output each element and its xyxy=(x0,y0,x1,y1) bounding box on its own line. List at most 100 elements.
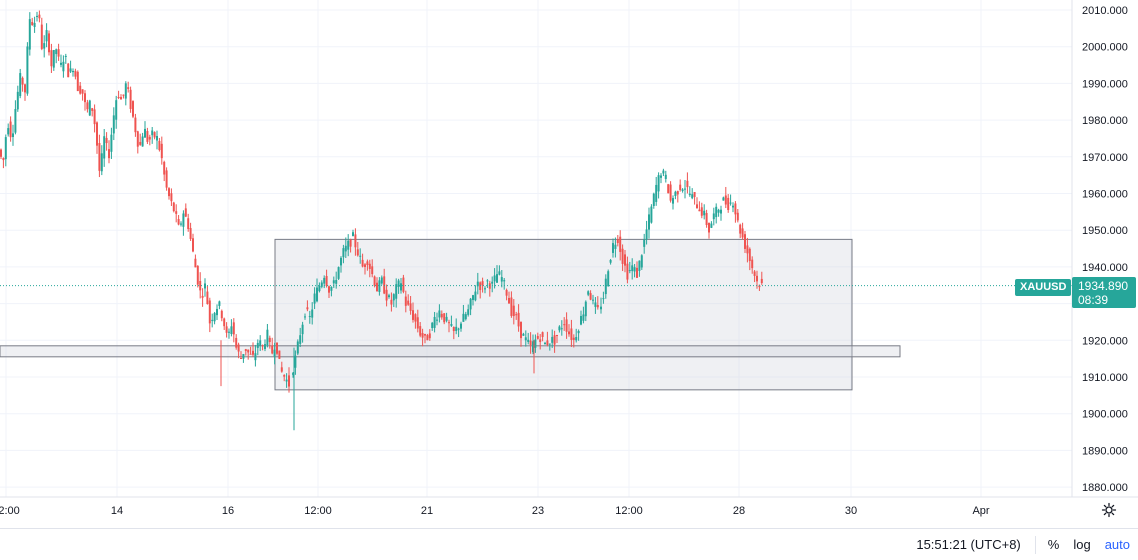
candle-body xyxy=(445,316,448,321)
candle-body xyxy=(626,263,629,280)
candle-body xyxy=(667,184,670,194)
candle-body xyxy=(168,188,170,197)
candle-body xyxy=(180,223,182,225)
candle-body xyxy=(165,170,168,188)
candle-body xyxy=(650,206,653,223)
candle-body xyxy=(144,128,146,138)
candle-body xyxy=(84,93,86,103)
candle-body xyxy=(249,353,252,355)
candle-body xyxy=(223,318,226,327)
candle-body xyxy=(758,285,761,288)
settings-button[interactable] xyxy=(1094,497,1124,523)
candle-body xyxy=(228,331,230,333)
support-band[interactable] xyxy=(0,345,901,358)
candle-body xyxy=(294,355,297,368)
candle-body xyxy=(134,117,137,133)
candle-body xyxy=(7,128,10,135)
candle-body xyxy=(607,271,610,287)
candle-body xyxy=(244,349,247,351)
drawn-zones[interactable] xyxy=(0,238,901,391)
candle-body xyxy=(148,136,151,140)
candle-body xyxy=(160,143,163,159)
x-tick-label: 16 xyxy=(222,505,234,517)
candle-body xyxy=(201,295,204,298)
candle-body xyxy=(541,332,544,337)
candle-body xyxy=(621,248,624,264)
candle-body xyxy=(280,367,283,372)
chart-grid xyxy=(0,0,1072,497)
candle-body xyxy=(512,305,515,317)
candle-body xyxy=(438,310,441,318)
candle-body xyxy=(33,22,36,27)
candle-body xyxy=(67,63,70,78)
candle-body xyxy=(715,206,718,218)
price-chart[interactable]: 2010.000 2000.000 1990.000 1980.000 1970.000… xyxy=(0,0,1138,528)
candle-body xyxy=(285,379,288,382)
candle-body xyxy=(373,276,376,286)
candle-body xyxy=(722,197,725,201)
range-rectangle[interactable] xyxy=(274,238,853,391)
candle-body xyxy=(48,33,50,53)
candle-body xyxy=(472,295,474,300)
candle-body xyxy=(86,102,89,110)
candle-body xyxy=(14,109,17,133)
candle-body xyxy=(556,335,558,337)
log-toggle[interactable]: log xyxy=(1073,537,1091,552)
candle-body xyxy=(544,342,546,345)
x-axis[interactable]: 12:00 14 16 12:00 21 23 12:00 28 30 Apr xyxy=(0,496,1138,517)
y-tick-label: 1910.000 xyxy=(1082,372,1128,384)
candle-body xyxy=(112,115,115,134)
candle-body xyxy=(388,295,390,298)
candle-body xyxy=(256,342,259,348)
candle-body xyxy=(560,328,563,330)
candle-body xyxy=(108,149,110,159)
candle-body xyxy=(515,314,518,316)
candle-body xyxy=(703,210,706,216)
candle-body xyxy=(631,265,634,272)
candle-body xyxy=(292,373,294,375)
candle-body xyxy=(0,149,2,157)
candle-body xyxy=(230,326,233,335)
candle-body xyxy=(563,324,566,326)
candle-body xyxy=(352,232,354,236)
candle-body xyxy=(587,291,590,295)
candle-body xyxy=(52,50,55,68)
candle-body xyxy=(79,85,82,94)
candle-body xyxy=(628,270,631,272)
candle-body xyxy=(729,202,732,204)
clock-timezone[interactable]: 15:51:21 (UTC+8) xyxy=(916,537,1021,552)
candle-body xyxy=(172,202,175,212)
candle-body xyxy=(368,263,371,269)
candle-body xyxy=(26,46,29,94)
candle-body xyxy=(558,326,561,331)
percent-toggle[interactable]: % xyxy=(1047,537,1060,552)
candle-body xyxy=(335,279,338,284)
candle-body xyxy=(469,298,472,310)
candle-body xyxy=(96,122,98,146)
candle-body xyxy=(522,333,525,336)
candle-body xyxy=(356,249,359,256)
candle-body xyxy=(296,341,299,354)
candle-body xyxy=(76,71,79,92)
y-axis[interactable]: 2010.000 2000.000 1990.000 1980.000 1970.000… xyxy=(1071,0,1128,497)
candle-body xyxy=(376,282,378,292)
candle-body xyxy=(261,345,264,347)
candle-body xyxy=(705,212,708,225)
candle-body xyxy=(450,324,453,326)
candle-body xyxy=(158,140,161,151)
candle-body xyxy=(572,337,575,340)
candle-body xyxy=(655,184,658,202)
candle-body xyxy=(672,198,674,204)
auto-toggle[interactable]: auto xyxy=(1104,537,1130,552)
candle-body xyxy=(636,267,638,278)
candle-body xyxy=(645,229,648,240)
candle-body xyxy=(271,345,274,354)
candle-body xyxy=(433,316,436,328)
candle-body xyxy=(546,340,549,345)
candle-body xyxy=(242,354,245,359)
bar-countdown: 08:39 xyxy=(1078,292,1109,307)
candle-body xyxy=(385,289,388,301)
candle-body xyxy=(493,275,496,282)
candle-body xyxy=(311,309,314,318)
